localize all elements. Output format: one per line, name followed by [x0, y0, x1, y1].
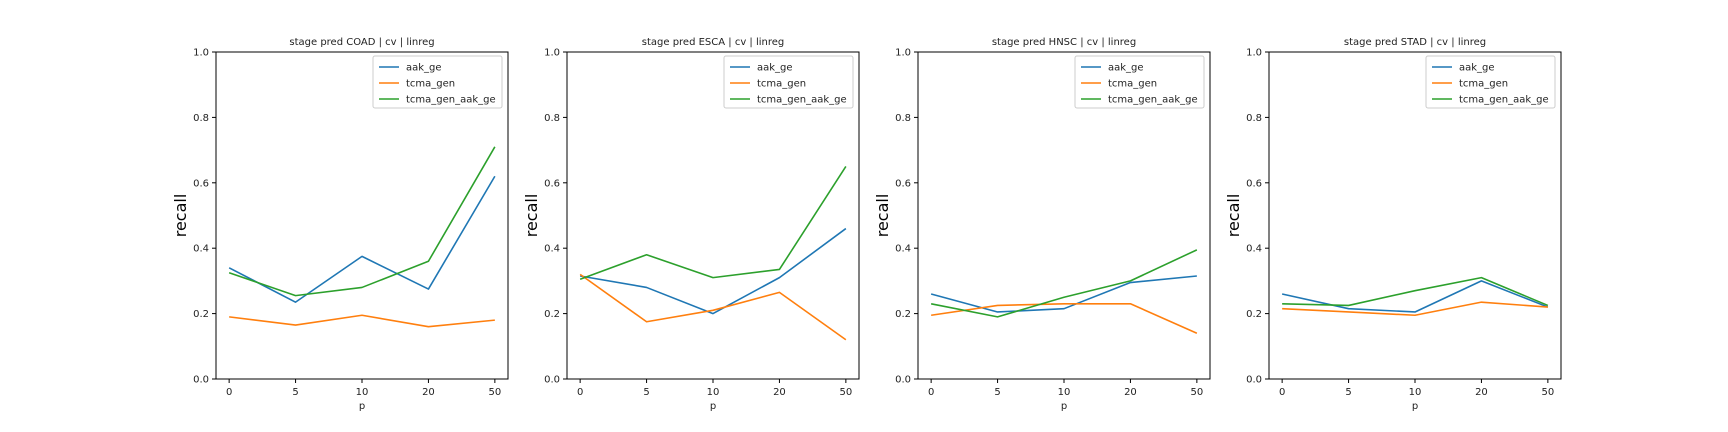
y-tick-label: 0.6 [544, 178, 560, 189]
series-line-tcma_gen [229, 314, 495, 328]
x-tick-label: 0 [226, 387, 232, 398]
y-axis-label: recall [171, 194, 190, 238]
legend-box [1074, 55, 1205, 109]
legend-box [372, 55, 503, 109]
x-tick-label: 5 [1345, 387, 1351, 398]
x-tick-label: 5 [643, 387, 649, 398]
x-tick-label: 50 [1190, 387, 1203, 398]
x-tick-label: 20 [422, 387, 435, 398]
series-line-tcma_gen_aak_ge [228, 146, 496, 297]
legend-label: aak_ge [1459, 63, 1495, 74]
chart-panel-1: 0.0 0.2 0.4 0.6 0.8 1.0 0 5 10 20 50 stage pred ESC… [522, 37, 860, 412]
legend: aak_ge tcma_gen tcma_gen_aak_ge [723, 55, 854, 109]
y-tick-label: 0.0 [193, 375, 209, 386]
y-tick-label: 0.2 [544, 309, 560, 320]
x-tick-label: 10 [1409, 387, 1422, 398]
y-axis-label: recall [1224, 194, 1243, 238]
x-tick-label: 0 [577, 387, 583, 398]
y-tick-label: 0.6 [1246, 178, 1262, 189]
series-line-tcma_gen [931, 302, 1198, 334]
chart-panel-0: 0.0 0.2 0.4 0.6 0.8 1.0 0 5 10 20 50 stage pred COA… [171, 37, 509, 412]
y-tick-label: 0.4 [544, 244, 560, 255]
y-tick-label: 0.2 [895, 309, 911, 320]
x-tick-label: 10 [707, 387, 720, 398]
x-axis-label: p [710, 401, 716, 412]
chart-panel-2: 0.0 0.2 0.4 0.6 0.8 1.0 0 5 10 20 50 stage pred HNS… [873, 37, 1211, 412]
y-tick-label: 0.6 [895, 178, 911, 189]
x-tick-label: 20 [1124, 387, 1137, 398]
chart-title: stage pred HNSC | cv | linreg [992, 37, 1136, 48]
chart-panel-3: 0.0 0.2 0.4 0.6 0.8 1.0 0 5 10 20 50 stage pred STA… [1224, 37, 1562, 412]
y-tick-label: 1.0 [895, 48, 911, 59]
legend-label: tcma_gen [757, 79, 806, 90]
y-axis-label: recall [873, 194, 892, 238]
x-tick-label: 0 [1279, 387, 1285, 398]
y-tick-label: 0.2 [1246, 309, 1262, 320]
legend-label: tcma_gen [406, 79, 455, 90]
y-tick-label: 1.0 [193, 48, 209, 59]
legend-label: tcma_gen [1459, 79, 1508, 90]
series-line-tcma_gen_aak_ge [579, 166, 847, 281]
legend-label: aak_ge [406, 63, 442, 74]
y-tick-label: 1.0 [1246, 48, 1262, 59]
y-tick-label: 0.0 [544, 375, 560, 386]
legend-label: tcma_gen_aak_ge [1459, 95, 1549, 106]
x-axis-label: p [359, 401, 365, 412]
legend-box [723, 55, 854, 109]
legend-label: aak_ge [1108, 63, 1144, 74]
x-tick-label: 20 [1475, 387, 1488, 398]
series-line-tcma_gen_aak_ge [1282, 276, 1549, 307]
series-line-tcma_gen [579, 273, 847, 341]
x-axis-label: p [1061, 401, 1067, 412]
series-line-aak_ge [930, 275, 1197, 313]
x-tick-label: 5 [292, 387, 298, 398]
x-tick-label: 10 [356, 387, 369, 398]
y-tick-label: 0.8 [1246, 113, 1262, 124]
legend-label: tcma_gen_aak_ge [406, 95, 496, 106]
x-tick-label: 5 [994, 387, 1000, 398]
legend-label: tcma_gen_aak_ge [757, 95, 847, 106]
x-tick-label: 50 [488, 387, 501, 398]
legend-box [1425, 55, 1556, 109]
legend: aak_ge tcma_gen tcma_gen_aak_ge [1425, 55, 1556, 109]
legend-label: tcma_gen [1108, 79, 1157, 90]
y-tick-label: 0.4 [193, 244, 209, 255]
x-tick-label: 20 [773, 387, 786, 398]
y-tick-label: 0.2 [193, 309, 209, 320]
y-tick-label: 0.8 [544, 113, 560, 124]
y-tick-label: 0.8 [193, 113, 209, 124]
series-line-aak_ge [1281, 280, 1549, 313]
y-axis-label: recall [522, 194, 541, 238]
chart-title: stage pred ESCA | cv | linreg [642, 37, 785, 48]
y-tick-label: 0.0 [895, 375, 911, 386]
y-tick-label: 0.4 [1246, 244, 1262, 255]
x-tick-label: 50 [839, 387, 852, 398]
legend-label: aak_ge [757, 63, 793, 74]
series-line-tcma_gen_aak_ge [930, 249, 1198, 318]
y-tick-label: 0.6 [193, 178, 209, 189]
x-tick-label: 0 [928, 387, 934, 398]
series-line-aak_ge [580, 227, 847, 315]
chart-title: stage pred STAD | cv | linreg [1344, 37, 1486, 48]
series-line-aak_ge [228, 175, 496, 303]
y-tick-label: 0.8 [895, 113, 911, 124]
chart-title: stage pred COAD | cv | linreg [289, 37, 434, 48]
y-tick-label: 0.0 [1246, 375, 1262, 386]
legend: aak_ge tcma_gen tcma_gen_aak_ge [1074, 55, 1205, 109]
x-tick-label: 10 [1058, 387, 1071, 398]
x-tick-label: 50 [1541, 387, 1554, 398]
y-tick-label: 0.4 [895, 244, 911, 255]
y-tick-label: 1.0 [544, 48, 560, 59]
series-line-tcma_gen [1282, 301, 1548, 317]
legend-label: tcma_gen_aak_ge [1108, 95, 1198, 106]
x-axis-label: p [1412, 401, 1418, 412]
legend: aak_ge tcma_gen tcma_gen_aak_ge [372, 55, 503, 109]
